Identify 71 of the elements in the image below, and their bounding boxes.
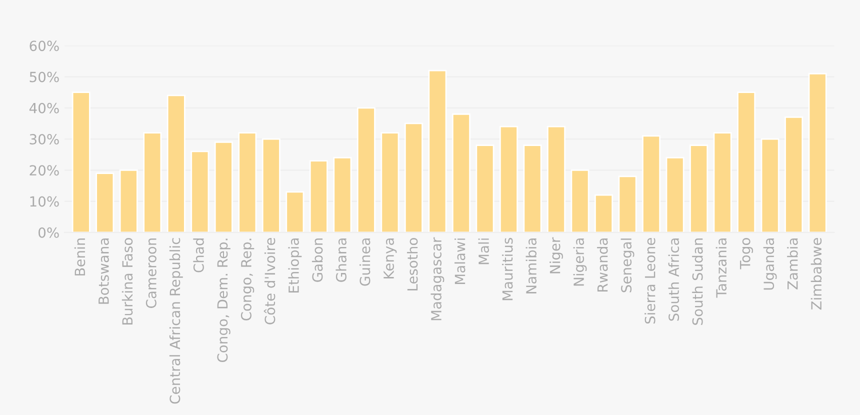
bar — [713, 132, 732, 232]
x-tick-label: Botswana — [98, 238, 109, 304]
x-tick-label: Mali — [478, 238, 490, 264]
bar — [333, 157, 352, 232]
bar — [452, 113, 470, 232]
bar — [476, 144, 494, 232]
bar — [119, 169, 138, 232]
bar — [166, 94, 186, 232]
bar — [523, 144, 542, 232]
bar — [96, 172, 114, 232]
y-tick-label: 20% — [30, 165, 59, 176]
x-tick-label: Sierra Leone — [644, 238, 656, 324]
x-tick-label: Uganda — [763, 238, 777, 290]
x-tick-label: Ghana — [336, 238, 346, 282]
x-tick-label: Senegal — [620, 238, 634, 292]
x-tick-label: Zambia — [787, 238, 798, 290]
y-tick-label: 30% — [30, 134, 59, 144]
x-tick-label: Côte d'Ivoire — [264, 238, 276, 324]
x-tick-label: Chad — [193, 238, 204, 272]
x-tick-label: South Sudan — [692, 238, 703, 325]
x-tick-label: Malawi — [454, 238, 466, 284]
bar — [238, 132, 257, 232]
bar — [72, 92, 90, 232]
bar — [404, 122, 423, 232]
bar — [143, 132, 162, 232]
bar — [214, 141, 233, 232]
x-tick-label: Kenya — [384, 238, 397, 278]
bar — [428, 70, 447, 232]
x-tick-label: Congo, Dem. Rep. — [217, 238, 230, 362]
x-tick-label: Lesotho — [406, 238, 418, 290]
y-tick-label: 0% — [38, 227, 59, 238]
bar — [618, 176, 637, 232]
bar — [690, 144, 708, 232]
y-tick-label: 40% — [29, 102, 59, 114]
y-tick-label: 10% — [30, 196, 59, 207]
bar — [309, 160, 328, 232]
bar — [784, 116, 804, 232]
bar — [499, 126, 518, 232]
x-tick-label: Central African Republic — [169, 238, 183, 404]
bar — [594, 194, 614, 232]
x-tick-label: Madagascar — [430, 237, 444, 320]
x-tick-label: Benin — [74, 238, 86, 276]
y-tick-label: 60% — [30, 40, 59, 52]
y-tick-label: 50% — [30, 72, 59, 82]
x-tick-label: Ethiopia — [288, 238, 302, 292]
x-tick-label: South Africa — [668, 238, 680, 321]
x-tick-label: Gabon — [312, 238, 323, 282]
x-tick-label: Rwanda — [597, 238, 608, 292]
x-tick-label: Togo — [740, 238, 754, 270]
x-tick-label: Congo, Rep. — [240, 238, 254, 320]
bar — [808, 72, 827, 232]
x-tick-label: Namibia — [526, 238, 537, 294]
bar — [356, 107, 376, 232]
bar — [262, 138, 280, 232]
x-tick-label: Niger — [550, 237, 563, 274]
bar — [666, 157, 684, 232]
bar — [570, 169, 590, 232]
x-tick-label: Guinea — [359, 238, 370, 286]
x-tick-label: Cameroon — [146, 238, 156, 308]
bar — [547, 126, 566, 232]
x-tick-label: Mauritius — [502, 238, 513, 300]
x-tick-label: Zimbabwe — [810, 238, 822, 310]
bar — [642, 135, 661, 232]
bar — [286, 191, 304, 232]
x-tick-label: Burkina Faso — [122, 238, 133, 325]
bar — [760, 138, 780, 232]
bar — [380, 132, 400, 232]
x-tick-label: Nigeria — [573, 238, 587, 286]
bar — [190, 150, 210, 232]
x-tick-label: Tanzania — [716, 238, 727, 298]
bar — [737, 92, 756, 232]
